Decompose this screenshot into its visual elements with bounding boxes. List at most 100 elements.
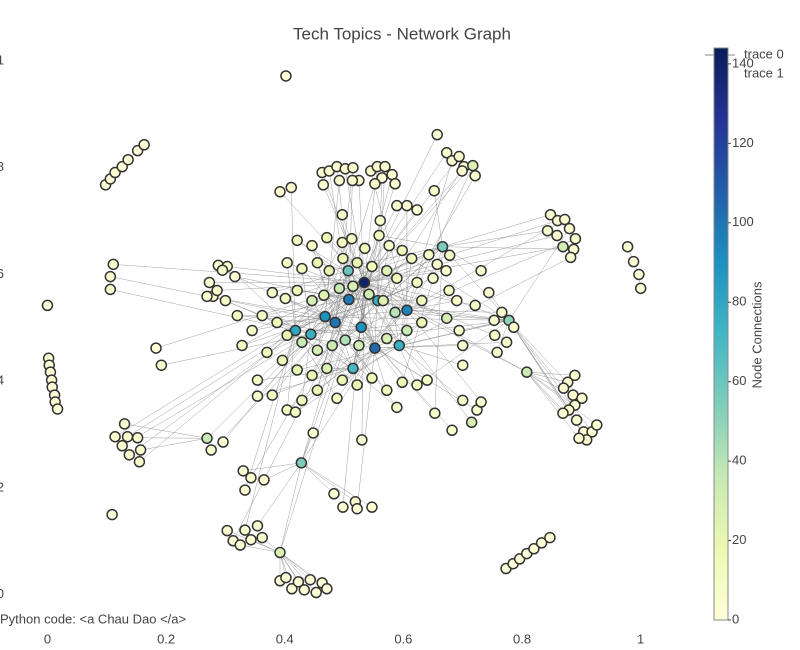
node — [276, 354, 289, 367]
node — [245, 472, 257, 484]
edge — [406, 309, 502, 313]
edge — [252, 316, 326, 331]
edge — [301, 334, 312, 401]
colorbar-tick-label: 60 — [732, 373, 746, 388]
node — [401, 324, 413, 337]
node — [286, 583, 298, 595]
node — [296, 336, 308, 348]
node — [246, 324, 258, 337]
node — [296, 394, 308, 407]
node — [333, 282, 346, 295]
node — [281, 256, 293, 269]
node — [131, 432, 144, 444]
node — [106, 508, 118, 521]
node — [346, 174, 359, 187]
node — [456, 359, 469, 371]
node — [366, 260, 378, 273]
node — [201, 290, 213, 303]
node — [231, 309, 244, 322]
node — [369, 178, 381, 190]
edge — [361, 312, 396, 328]
edge — [317, 322, 336, 391]
colorbar-tick-label: 140 — [732, 55, 754, 70]
node — [107, 258, 120, 271]
node — [219, 294, 232, 307]
node — [306, 239, 318, 252]
node — [391, 199, 403, 212]
node — [109, 430, 121, 443]
node — [465, 416, 478, 429]
node — [456, 165, 468, 177]
node — [381, 332, 393, 345]
node — [347, 161, 359, 174]
edge — [399, 257, 571, 346]
node — [296, 262, 308, 275]
node — [336, 374, 349, 386]
edge — [301, 462, 335, 494]
edge — [399, 345, 463, 401]
x-tick-label: 0.2 — [157, 631, 175, 646]
node — [343, 293, 355, 306]
node — [333, 174, 346, 187]
node — [336, 208, 349, 221]
edge — [311, 300, 354, 369]
node — [469, 299, 481, 312]
node — [229, 270, 241, 283]
edge — [361, 327, 403, 383]
x-tick-label: 0.6 — [394, 631, 412, 646]
node — [251, 520, 264, 532]
node — [491, 346, 503, 359]
edge — [279, 552, 293, 589]
node — [321, 231, 333, 244]
node — [239, 484, 251, 496]
node — [311, 384, 324, 397]
node — [443, 284, 455, 297]
node — [295, 457, 308, 469]
node — [306, 369, 318, 382]
node — [216, 264, 229, 276]
node — [258, 474, 270, 486]
nodes — [41, 70, 647, 599]
node — [234, 539, 247, 551]
node — [411, 379, 423, 391]
edge — [240, 544, 281, 553]
edge — [348, 152, 447, 300]
edge — [361, 282, 365, 440]
x-tick-label: 0.4 — [276, 631, 294, 646]
node — [475, 264, 487, 277]
edge — [459, 320, 510, 331]
edge — [406, 165, 474, 311]
edge — [241, 282, 365, 346]
edge — [356, 348, 376, 509]
edge — [234, 276, 349, 300]
edge — [345, 300, 379, 341]
node — [573, 432, 585, 445]
node — [569, 369, 581, 382]
node — [41, 299, 54, 312]
edge — [442, 214, 551, 247]
edge — [364, 170, 463, 283]
node — [401, 199, 413, 212]
y-tick-label: 0.4 — [0, 373, 4, 388]
node — [280, 571, 292, 584]
edge — [364, 254, 429, 283]
node — [535, 537, 548, 549]
node — [305, 328, 317, 340]
colorbar — [713, 47, 729, 621]
node — [291, 284, 303, 297]
node — [569, 232, 582, 245]
edge — [286, 310, 408, 411]
node — [221, 524, 233, 537]
node — [557, 382, 570, 394]
node — [118, 418, 131, 430]
node — [239, 524, 251, 536]
edge — [272, 345, 400, 396]
node — [383, 239, 395, 252]
node — [104, 270, 117, 283]
edge — [364, 282, 422, 301]
node — [326, 339, 338, 352]
edge — [110, 289, 296, 331]
node — [336, 236, 349, 249]
node — [436, 240, 449, 253]
